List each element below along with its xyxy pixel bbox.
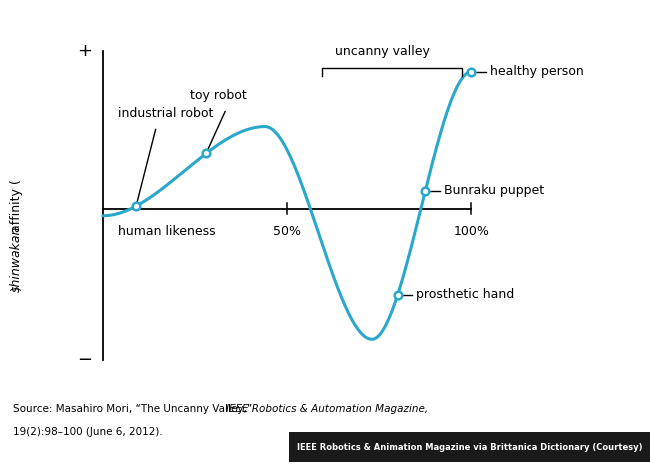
Text: 19(2):98–100 (June 6, 2012).: 19(2):98–100 (June 6, 2012). <box>13 427 162 437</box>
Text: human likeness: human likeness <box>118 226 215 238</box>
Text: uncanny valley: uncanny valley <box>335 45 430 58</box>
Text: healthy person: healthy person <box>490 65 584 78</box>
Text: IEEE Robotics & Animation Magazine via Brittanica Dictionary (Courtesy): IEEE Robotics & Animation Magazine via B… <box>297 443 642 452</box>
Text: IEEE Robotics & Automation Magazine,: IEEE Robotics & Automation Magazine, <box>226 404 428 414</box>
Text: shinwakan: shinwakan <box>10 226 23 292</box>
Text: toy robot: toy robot <box>190 89 246 102</box>
Text: −: − <box>77 351 92 369</box>
Text: +: + <box>77 42 92 60</box>
Text: Bunraku puppet: Bunraku puppet <box>444 184 544 197</box>
Text: industrial robot: industrial robot <box>118 106 213 120</box>
Text: prosthetic hand: prosthetic hand <box>416 288 514 301</box>
Text: 100%: 100% <box>454 226 489 238</box>
Text: ): ) <box>10 285 23 290</box>
Text: affinity (: affinity ( <box>10 179 23 232</box>
Text: Source: Masahiro Mori, “The Uncanny Valley,”: Source: Masahiro Mori, “The Uncanny Vall… <box>13 404 255 414</box>
Text: 50%: 50% <box>273 226 301 238</box>
